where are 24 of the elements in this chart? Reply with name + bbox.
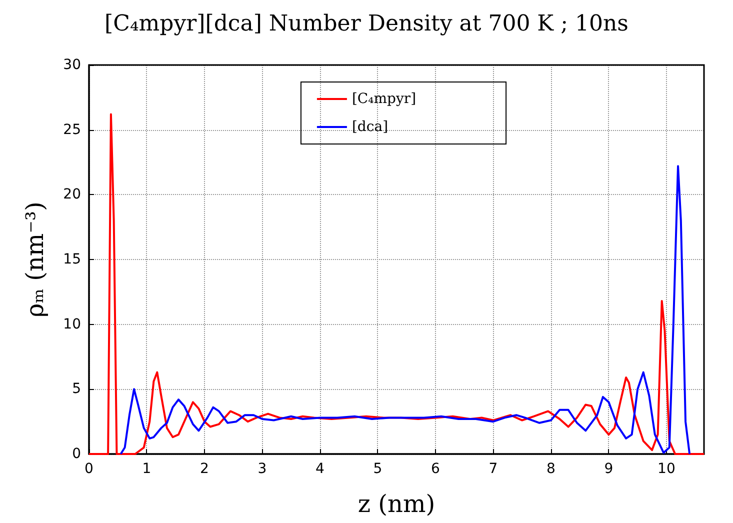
y-tick-label: 30 (63, 57, 81, 73)
x-tick-label: 10 (658, 461, 676, 477)
x-tick-label: 4 (316, 461, 325, 477)
x-tick-label: 9 (604, 461, 614, 477)
legend-label: [dca] (352, 119, 388, 135)
chart-title: [C₄mpyr][dca] Number Density at 700 K ; 10ns (104, 12, 628, 36)
y-tick-label: 20 (63, 186, 81, 203)
x-tick-label: 2 (200, 461, 209, 477)
x-tick-label: 6 (431, 461, 440, 477)
y-axis-title: ρₘ (nm⁻³) (21, 202, 49, 318)
x-tick-label: 1 (142, 461, 152, 477)
x-tick-label: 3 (258, 461, 267, 477)
y-tick-label: 15 (63, 252, 81, 268)
legend-label: [C₄mpyr] (352, 91, 416, 107)
x-tick-label: 8 (546, 461, 556, 477)
y-tick-label: 5 (72, 381, 81, 398)
y-tick-label: 25 (63, 122, 81, 138)
line-series (120, 165, 691, 455)
x-tick-label: 7 (488, 461, 498, 477)
y-tick-label: 10 (63, 316, 81, 332)
x-tick-label: 0 (84, 461, 94, 477)
y-tick-label: 0 (72, 446, 81, 462)
x-axis-title: z (nm) (358, 490, 436, 518)
x-tick-label: 5 (373, 461, 382, 477)
